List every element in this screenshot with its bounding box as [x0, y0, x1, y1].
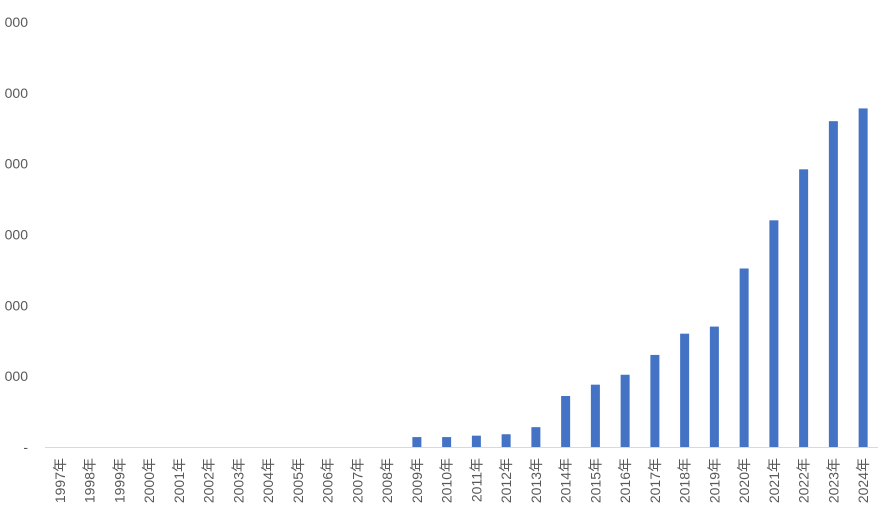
x-tick-label: 2006年: [320, 458, 336, 503]
bar: [650, 354, 660, 447]
x-tick-label: 1998年: [82, 458, 98, 503]
y-tick-label: 000: [5, 297, 29, 313]
x-tick-label: 2015年: [587, 458, 603, 503]
y-tick-label: -: [23, 439, 28, 455]
x-axis-ticks: 1997年 1998年 1999年 2000年 2001年 2002年 2003年 2004年…: [52, 458, 871, 503]
x-tick-label: 2014年: [558, 458, 574, 503]
x-tick-label: 2017年: [647, 458, 663, 503]
x-tick-label: 2012年: [498, 458, 514, 503]
x-tick-label: 2024年: [855, 458, 871, 503]
y-tick-label: 000: [5, 368, 29, 384]
x-tick-label: 2013年: [528, 458, 544, 503]
x-tick-label: 2010年: [439, 458, 455, 503]
x-tick-label: 2005年: [290, 458, 306, 503]
x-tick-label: 2009年: [409, 458, 425, 503]
x-tick-label: 2001年: [171, 458, 187, 503]
bar: [412, 437, 422, 447]
bar: [828, 121, 838, 448]
bar: [501, 434, 511, 447]
bar: [442, 437, 452, 447]
y-axis-ticks: - 000 000 000 000 000 000: [5, 14, 29, 455]
bar: [858, 108, 868, 448]
y-tick-label: 000: [5, 14, 29, 30]
bar: [709, 326, 719, 447]
x-tick-label: 2002年: [201, 458, 217, 503]
x-tick-label: 2019年: [706, 458, 722, 503]
x-tick-label: 2011年: [468, 458, 484, 502]
bar: [471, 435, 481, 447]
bar: [590, 384, 600, 447]
x-tick-label: 2022年: [796, 458, 812, 503]
x-tick-label: 2018年: [677, 458, 693, 503]
bar: [739, 268, 749, 447]
bar: [769, 220, 779, 447]
x-tick-label: 2004年: [260, 458, 276, 503]
x-tick-label: 2007年: [349, 458, 365, 503]
x-tick-label: 2023年: [825, 458, 841, 503]
x-tick-label: 2008年: [379, 458, 395, 503]
y-tick-label: 000: [5, 227, 29, 243]
x-tick-label: 2021年: [766, 458, 782, 503]
y-tick-label: 000: [5, 156, 29, 172]
bars: [412, 108, 868, 448]
bar: [799, 169, 809, 447]
x-tick-label: 2016年: [617, 458, 633, 503]
x-tick-label: 2003年: [230, 458, 246, 503]
bar: [620, 374, 630, 447]
y-tick-label: 000: [5, 85, 29, 101]
x-tick-label: 2000年: [141, 458, 157, 503]
x-tick-label: 1997年: [52, 458, 68, 503]
x-tick-label: 1999年: [111, 458, 127, 503]
bar: [561, 396, 571, 447]
bar: [531, 427, 541, 447]
bar: [680, 333, 690, 447]
x-tick-label: 2020年: [736, 458, 752, 503]
